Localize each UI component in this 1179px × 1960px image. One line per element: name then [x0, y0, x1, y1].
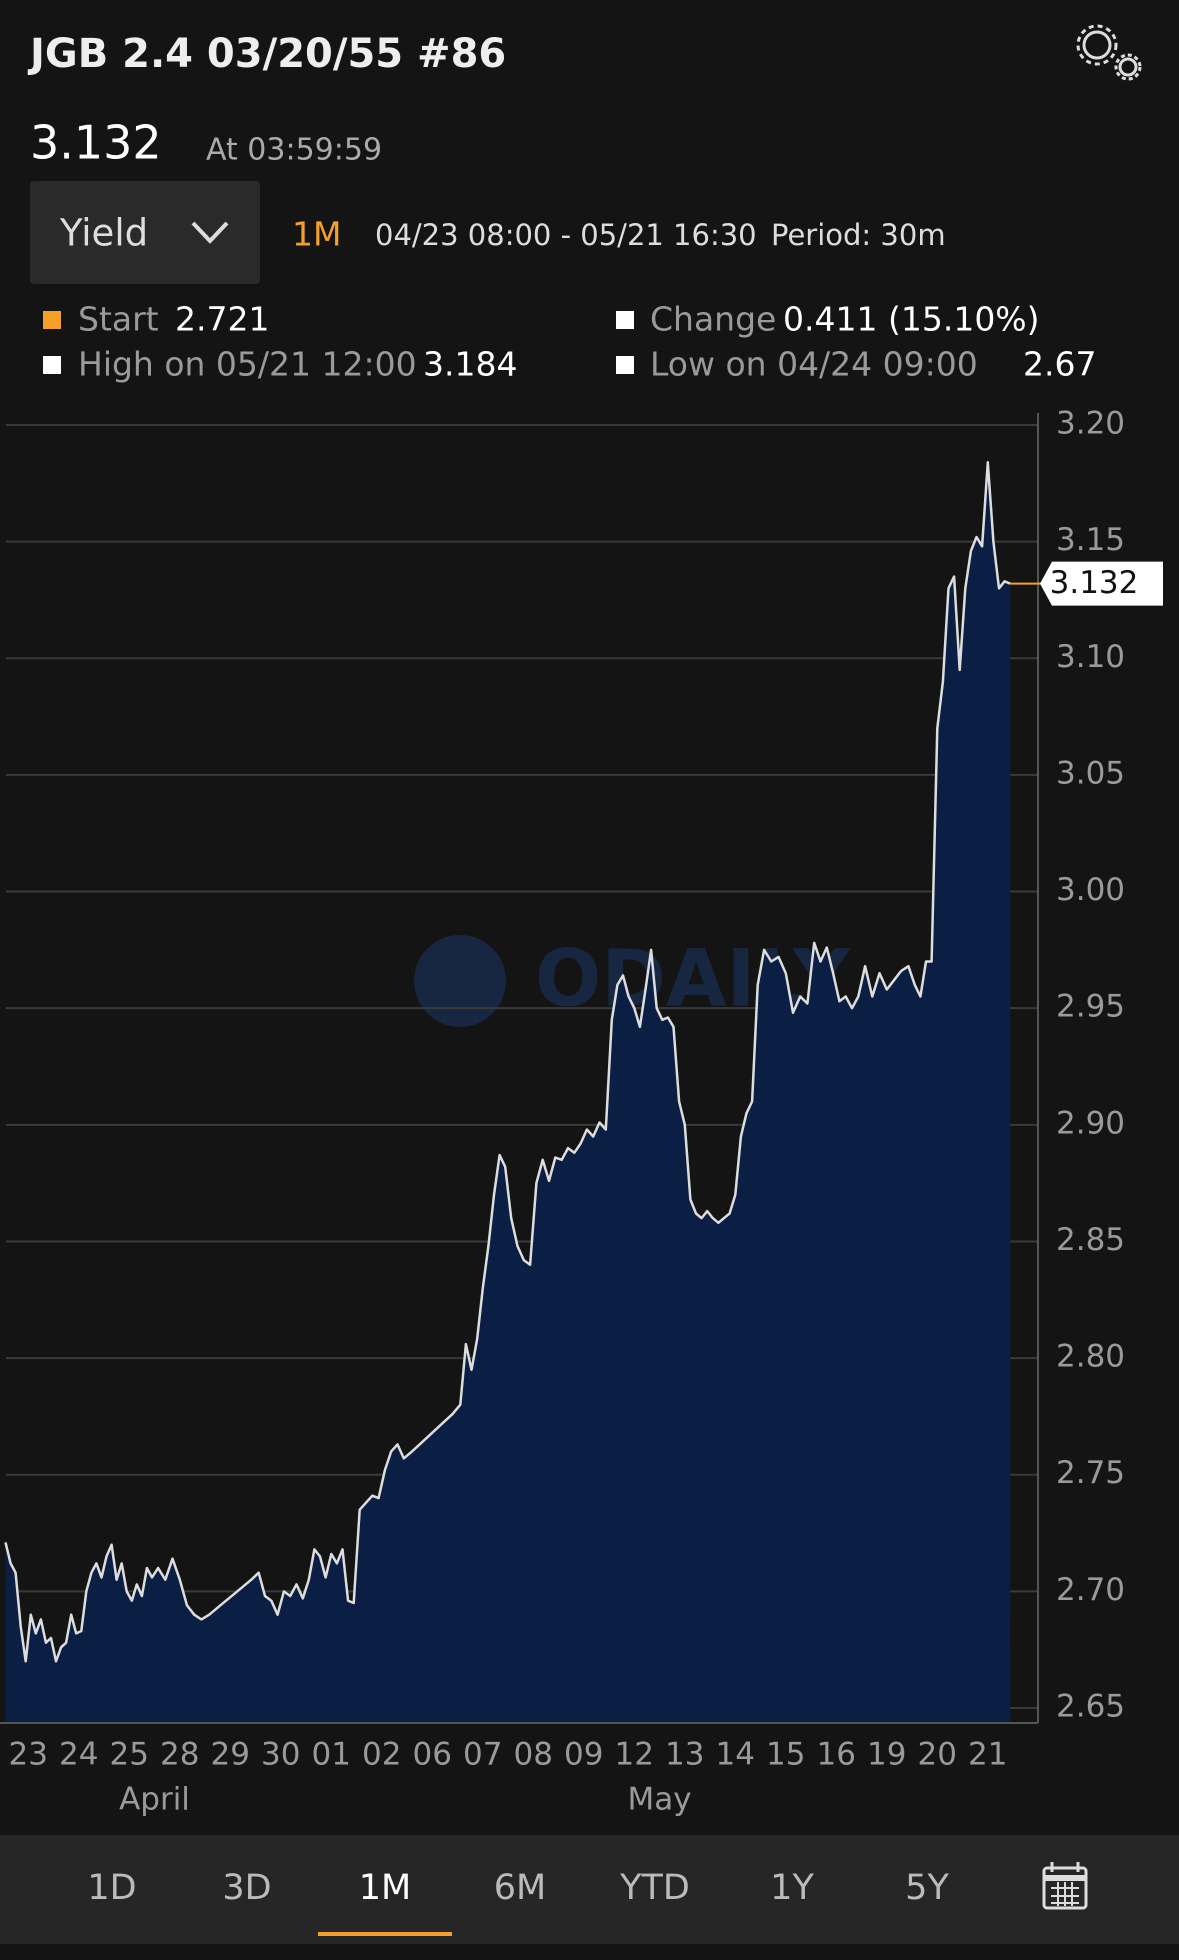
area: [5, 462, 1011, 1723]
x-tick-label: 24: [59, 1737, 98, 1773]
x-tick-label: 13: [665, 1737, 704, 1773]
x-tick-label: 08: [514, 1737, 553, 1773]
calendar-icon[interactable]: [1042, 1862, 1088, 1910]
x-tick-label: 07: [463, 1737, 502, 1773]
stat-value: 3.184: [423, 345, 517, 384]
tab-bar: [0, 1835, 1179, 1944]
y-tick-label: 2.95: [1056, 989, 1125, 1025]
x-tick-label: 25: [110, 1737, 149, 1773]
tab[interactable]: 6M: [494, 1868, 546, 1908]
period-text: Period: 30m: [771, 218, 946, 252]
x-tick-label: 30: [261, 1737, 300, 1773]
dropdown-box[interactable]: [30, 181, 260, 284]
tab-underline: [318, 1932, 452, 1936]
tab[interactable]: 1M: [359, 1868, 411, 1908]
chevron[interactable]: [191, 221, 229, 244]
price-time: At 03:59:59: [206, 133, 382, 168]
y-tick-label: 3.00: [1056, 872, 1125, 908]
range-text: 04/23 08:00 - 05/21 16:30: [375, 218, 757, 252]
x-tick-label: 21: [968, 1737, 1007, 1773]
x-tick-label: 14: [716, 1737, 755, 1773]
y-tick-label: 3.20: [1056, 406, 1125, 442]
x-tick-label: 16: [817, 1737, 856, 1773]
y-tick-label: 2.80: [1056, 1339, 1125, 1375]
tab[interactable]: 1Y: [770, 1868, 814, 1908]
month-label: April: [119, 1782, 190, 1818]
x-tick-label: 23: [9, 1737, 48, 1773]
low-swatch: [616, 356, 634, 374]
chart: ODAILY2.652.702.752.802.852.902.953.003.…: [0, 406, 1163, 1818]
x-tick-label: 06: [413, 1737, 452, 1773]
price: 3.132: [30, 116, 162, 170]
x-tick-label: 28: [160, 1737, 199, 1773]
stat-label: High on 05/21 12:00: [78, 345, 417, 384]
tab[interactable]: 3D: [222, 1868, 271, 1908]
x-tick-label: 20: [918, 1737, 957, 1773]
y-tick-label: 3.10: [1056, 639, 1125, 675]
y-tick-label: 2.65: [1056, 1689, 1125, 1725]
stat-label: Start: [78, 300, 159, 339]
stat-value: 2.721: [175, 300, 269, 339]
stat-value: 2.67: [1023, 345, 1096, 384]
stats: Start 2.721 Change 0.411 (15.10%) High o…: [43, 300, 1096, 384]
start-swatch: [43, 311, 61, 329]
x-tick-label: 19: [867, 1737, 906, 1773]
stat-label: Low on 04/24 09:00: [650, 345, 978, 384]
y-tick-label: 3.15: [1056, 522, 1125, 558]
x-tick-label: 09: [564, 1737, 603, 1773]
x-tick-label: 01: [312, 1737, 351, 1773]
tabs: 1D 3D 1M 6M YTD 1Y 5Y: [87, 1868, 949, 1936]
change-swatch: [616, 311, 634, 329]
yield-dropdown[interactable]: Yield: [30, 181, 260, 284]
last-value-label: 3.132: [1050, 565, 1139, 601]
last-value-tag: [1040, 561, 1163, 606]
high-swatch: [43, 356, 61, 374]
x-tick-label: 15: [766, 1737, 805, 1773]
y-tick-label: 2.90: [1056, 1105, 1125, 1141]
line: [4, 461, 1011, 1663]
tab[interactable]: 5Y: [905, 1868, 949, 1908]
x-tick-label: 02: [362, 1737, 401, 1773]
stat-value: 0.411 (15.10%): [783, 300, 1040, 339]
range-active: 1M: [292, 215, 341, 254]
y-tick-label: 2.75: [1056, 1455, 1125, 1491]
settings-icon[interactable]: [1076, 24, 1142, 81]
tab[interactable]: YTD: [619, 1868, 690, 1908]
month-label: May: [627, 1782, 691, 1818]
y-tick-label: 2.70: [1056, 1572, 1125, 1608]
stat-label: Change: [650, 300, 776, 339]
x-tick-label: 29: [211, 1737, 250, 1773]
title: JGB 2.4 03/20/55 #86: [27, 31, 506, 77]
watermark-logo: [414, 935, 506, 1027]
y-tick-label: 3.05: [1056, 755, 1125, 791]
y-tick-label: 2.85: [1056, 1222, 1125, 1258]
dropdown-label[interactable]: Yield: [59, 212, 148, 255]
x-tick-label: 12: [615, 1737, 654, 1773]
tab[interactable]: 1D: [87, 1868, 136, 1908]
